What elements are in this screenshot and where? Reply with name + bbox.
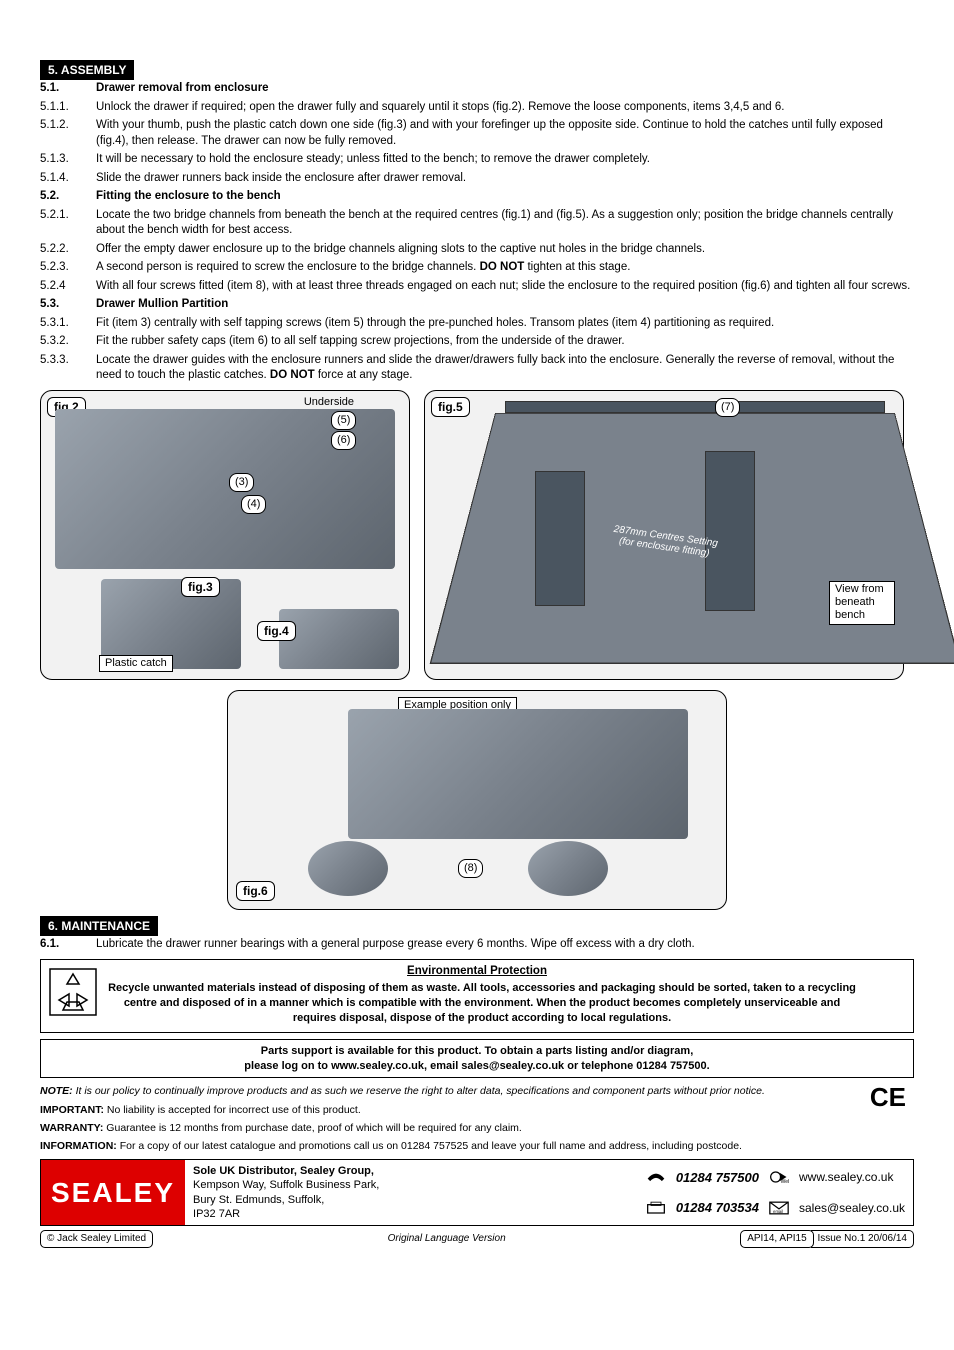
warranty-text: Guarantee is 12 months from purchase dat… [103, 1122, 521, 1134]
txt-5-3-3c: force at any stage. [315, 369, 413, 381]
parts-support-box: Parts support is available for this prod… [40, 1039, 914, 1079]
txt-5-3-3a: Locate the drawer guides with the enclos… [96, 354, 894, 382]
footer-bar: SEALEY Sole UK Distributor, Sealey Group… [40, 1159, 914, 1226]
figure-panel-left: fig.2 Underside (5) (6) (3) (4) fig.3 fi… [40, 390, 410, 680]
num-5-2-1: 5.2.1. [40, 208, 96, 239]
note-label: NOTE: [40, 1085, 73, 1097]
issue-box: Issue No.1 20/06/14 [811, 1230, 914, 1248]
txt-5-1-2: With your thumb, push the plastic catch … [96, 118, 914, 149]
underside-label: Underside [304, 395, 354, 410]
information-text: For a copy of our latest catalogue and p… [117, 1140, 742, 1152]
num-5-3-2: 5.3.2. [40, 334, 96, 350]
model-box: API14, API15 [740, 1230, 814, 1248]
txt-5-1-1: Unlock the drawer if required; open the … [96, 100, 914, 116]
legal-block: NOTE: It is our policy to continually im… [40, 1084, 914, 1153]
txt-5-2-4: With all four screws fitted (item 8), wi… [96, 279, 914, 295]
txt-5-2-1: Locate the two bridge channels from bene… [96, 208, 914, 239]
addr-line-2: Kempson Way, Suffolk Business Park, [193, 1179, 379, 1191]
heading-5-3: Drawer Mullion Partition [96, 297, 914, 313]
txt-5-3-3b: DO NOT [270, 369, 315, 381]
txt-5-2-3b: DO NOT [480, 261, 525, 273]
num-5-1-4: 5.1.4. [40, 171, 96, 187]
txt-5-2-3: A second person is required to screw the… [96, 260, 914, 276]
fig3-label: fig.3 [181, 577, 220, 597]
num-5-2-4: 5.2.4 [40, 279, 96, 295]
section-assembly-header: 5. ASSEMBLY [40, 60, 134, 80]
recycle-icon [49, 968, 97, 1016]
viewfrom-1: View from [835, 583, 889, 596]
heading-5-1: Drawer removal from enclosure [96, 81, 914, 97]
bottom-line: © Jack Sealey Limited Original Language … [40, 1230, 914, 1248]
environmental-box: Environmental Protection Recycle unwante… [40, 959, 914, 1033]
phone-icon [646, 1170, 666, 1184]
copyright-box: © Jack Sealey Limited [40, 1230, 153, 1248]
heading-5-2: Fitting the enclosure to the bench [96, 189, 914, 205]
svg-text:email: email [773, 1209, 783, 1214]
note-text: It is our policy to continually improve … [73, 1085, 765, 1097]
figures-row-top: fig.2 Underside (5) (6) (3) (4) fig.3 fi… [40, 390, 914, 680]
num-5-2-2: 5.2.2. [40, 242, 96, 258]
fax-number: 01284 703534 [676, 1199, 759, 1217]
email-icon: email [769, 1201, 789, 1215]
callout-3: (3) [229, 473, 254, 492]
num-5-2: 5.2. [40, 189, 96, 205]
footer-address: Sole UK Distributor, Sealey Group, Kemps… [185, 1160, 638, 1225]
warranty-label: WARRANTY: [40, 1122, 103, 1134]
txt-5-3-1: Fit (item 3) centrally with self tapping… [96, 316, 914, 332]
addr-line-4: IP32 7AR [193, 1208, 240, 1220]
callout-5: (5) [331, 411, 356, 430]
txt-5-2-2: Offer the empty dawer enclosure up to th… [96, 242, 914, 258]
txt-5-2-3c: tighten at this stage. [524, 261, 630, 273]
env-body: Recycle unwanted materials instead of di… [47, 979, 907, 1028]
addr-line-1: Sole UK Distributor, Sealey Group, [193, 1165, 374, 1177]
num-5-1: 5.1. [40, 81, 96, 97]
svg-text:Web: Web [781, 1179, 789, 1184]
viewfrom-2: beneath [835, 596, 889, 609]
txt-5-2-3a: A second person is required to screw the… [96, 261, 480, 273]
plastic-catch-label: Plastic catch [99, 655, 173, 672]
num-5-1-3: 5.1.3. [40, 152, 96, 168]
callout-6: (6) [331, 431, 356, 450]
viewfrom-3: bench [835, 609, 889, 622]
num-5-1-1: 5.1.1. [40, 100, 96, 116]
callout-7: (7) [715, 398, 740, 417]
num-5-1-2: 5.1.2. [40, 118, 96, 149]
callout-8: (8) [458, 859, 483, 878]
important-text: No liability is accepted for incorrect u… [104, 1104, 361, 1116]
figure-panel-bottom: Example position only (8) fig.6 [227, 690, 727, 910]
num-5-3-3: 5.3.3. [40, 353, 96, 384]
txt-5-1-3: It will be necessary to hold the enclosu… [96, 152, 914, 168]
num-5-3: 5.3. [40, 297, 96, 313]
important-label: IMPORTANT: [40, 1104, 104, 1116]
fig5-label: fig.5 [431, 397, 470, 417]
sealey-logo: SEALEY [41, 1160, 185, 1225]
fig4-label: fig.4 [257, 621, 296, 641]
num-6-1: 6.1. [40, 937, 96, 953]
ce-mark-icon: CE [870, 1080, 906, 1115]
parts-line-2: please log on to www.sealey.co.uk, email… [47, 1059, 907, 1074]
txt-5-1-4: Slide the drawer runners back inside the… [96, 171, 914, 187]
assembly-instructions: 5.1.Drawer removal from enclosure 5.1.1.… [40, 81, 914, 384]
footer-contacts: 01284 757500 Web www.sealey.co.uk 01284 … [638, 1160, 913, 1225]
fig6-label: fig.6 [236, 881, 275, 901]
txt-6-1: Lubricate the drawer runner bearings wit… [96, 937, 914, 953]
email-address: sales@sealey.co.uk [799, 1200, 905, 1216]
maintenance-instructions: 6.1.Lubricate the drawer runner bearings… [40, 937, 914, 953]
env-title: Environmental Protection [47, 964, 907, 980]
web-icon: Web [769, 1170, 789, 1184]
num-5-2-3: 5.2.3. [40, 260, 96, 276]
callout-4: (4) [241, 495, 266, 514]
num-5-3-1: 5.3.1. [40, 316, 96, 332]
addr-line-3: Bury St. Edmunds, Suffolk, [193, 1194, 324, 1206]
parts-line-1: Parts support is available for this prod… [47, 1044, 907, 1059]
fax-icon [646, 1201, 666, 1215]
web-url: www.sealey.co.uk [799, 1169, 905, 1185]
section-maintenance-header: 6. MAINTENANCE [40, 916, 158, 936]
figure-panel-right: fig.5 (7) 287mm Centres Setting (for enc… [424, 390, 904, 680]
information-label: INFORMATION: [40, 1140, 117, 1152]
tel-number: 01284 757500 [676, 1169, 759, 1187]
txt-5-3-2: Fit the rubber safety caps (item 6) to a… [96, 334, 914, 350]
txt-5-3-3: Locate the drawer guides with the enclos… [96, 353, 914, 384]
original-language-version: Original Language Version [388, 1232, 506, 1246]
